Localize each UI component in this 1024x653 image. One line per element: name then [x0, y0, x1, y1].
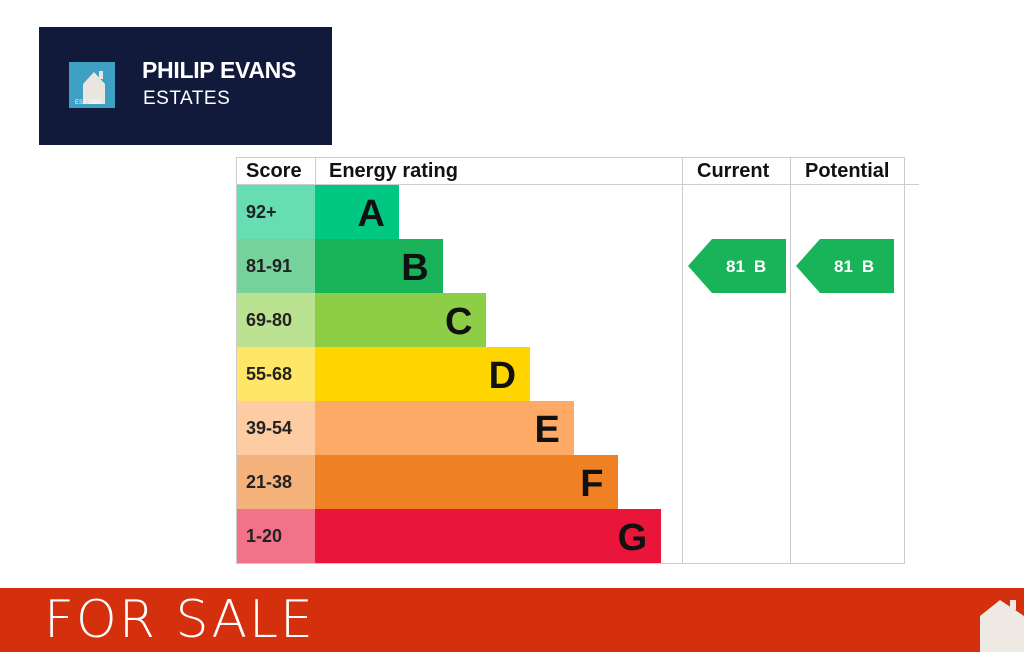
- potential-label: 81 B: [834, 257, 874, 277]
- score-cell: 55-68: [237, 347, 315, 401]
- score-label: 55-68: [246, 364, 293, 384]
- logo-subtitle: ESTATES: [143, 88, 231, 109]
- score-cell: 81-91: [237, 239, 315, 293]
- banner-icon: [980, 600, 1024, 652]
- rating-band: B: [861, 257, 875, 276]
- logo-icon: [69, 62, 115, 108]
- current-indicator: 81 B: [688, 239, 786, 293]
- rating-bar: A: [315, 185, 399, 239]
- rating-bar: C: [315, 293, 487, 347]
- column-divider: [682, 158, 683, 563]
- logo-badge: EST 1980: [75, 100, 102, 106]
- rating-bar: G: [315, 509, 662, 563]
- arrow-shape: [796, 239, 894, 293]
- current-label: 81 B: [726, 257, 766, 277]
- rating-bar: E: [315, 401, 574, 455]
- logo: EST 1980 PHILIP EVANS ESTATES: [39, 27, 332, 145]
- score-label: 39-54: [246, 418, 293, 438]
- epc-table: Score Energy rating Current Potential 92+ A 81…: [236, 157, 919, 564]
- header-rule: [237, 158, 904, 185]
- banner-text: FOR SALE: [44, 590, 315, 650]
- column-divider: [790, 158, 791, 563]
- arrow-shape: [688, 239, 786, 293]
- score-cell: 21-38: [237, 455, 315, 509]
- score-label: 21-38: [246, 472, 293, 492]
- rating-bar: D: [315, 347, 531, 401]
- logo-name: PHILIP EVANS: [142, 57, 297, 83]
- score-label: 69-80: [246, 310, 293, 330]
- rating-bar: B: [315, 239, 443, 293]
- potential-indicator: 81 B: [796, 239, 894, 293]
- rating-value: 81: [726, 257, 745, 276]
- rating-bar: F: [315, 455, 618, 509]
- score-cell: 92+: [237, 185, 315, 239]
- score-label: 1-20: [246, 526, 283, 546]
- score-cell: 69-80: [237, 293, 315, 347]
- score-cell: 1-20: [237, 509, 315, 563]
- score-label: 92+: [246, 202, 277, 222]
- banner: FOR SALE: [0, 588, 1024, 652]
- rating-band: B: [753, 257, 767, 276]
- score-cell: 39-54: [237, 401, 315, 455]
- rating-value: 81: [834, 257, 853, 276]
- score-label: 81-91: [246, 256, 293, 276]
